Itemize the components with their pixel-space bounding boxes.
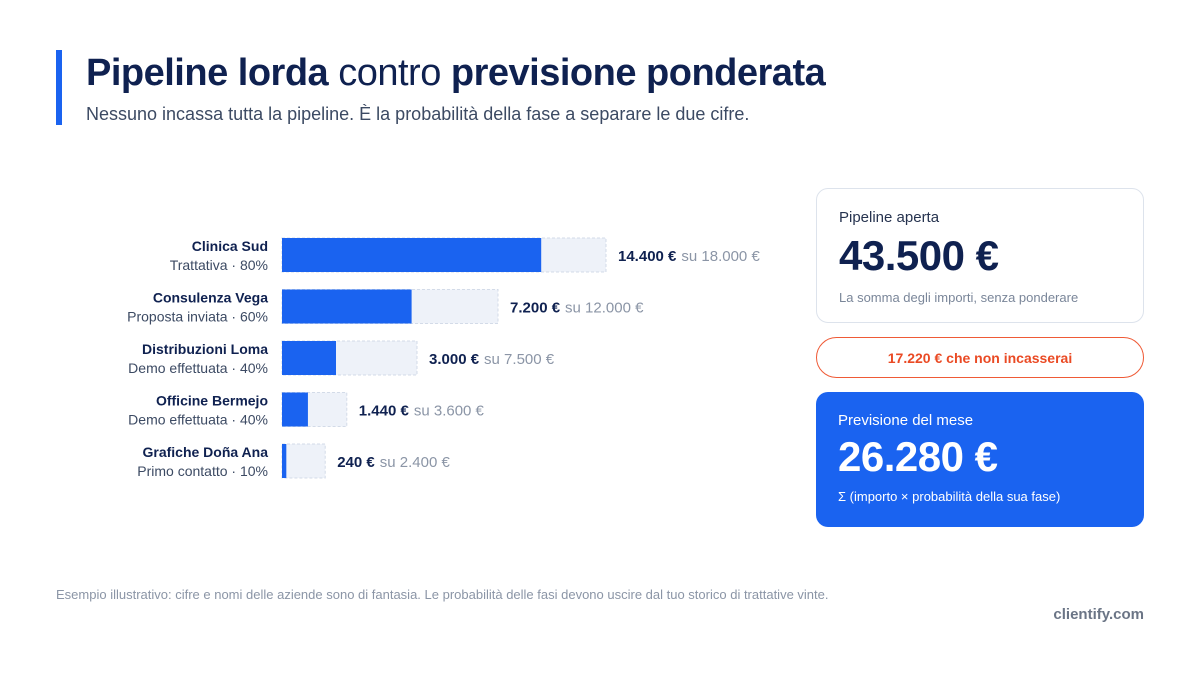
- weighted-bar: [282, 341, 336, 375]
- company-label: Clinica Sud: [192, 238, 268, 254]
- footnote: Esempio illustrativo: cifre e nomi delle…: [56, 587, 829, 602]
- open-pipeline-card: Pipeline aperta 43.500 € La somma degli …: [816, 188, 1144, 323]
- lost-amount-badge: 17.220 € che non incasserai: [816, 337, 1144, 378]
- stage-label: Demo effettuata · 40%: [128, 412, 268, 428]
- company-label: Consulenza Vega: [153, 290, 268, 306]
- weighted-value-label: 14.400 €: [618, 248, 677, 265]
- total-value-label: su 2.400 €: [380, 454, 451, 471]
- brand-link[interactable]: clientify.com: [1053, 606, 1144, 623]
- company-label: Grafiche Doña Ana: [142, 444, 268, 460]
- weighted-bar: [282, 238, 542, 272]
- value-label: 1.440 € su 3.600 €: [359, 403, 485, 420]
- value-label: 3.000 € su 7.500 €: [429, 351, 555, 368]
- weighted-bar: [282, 444, 287, 478]
- forecast-value: 26.280 €: [838, 433, 998, 480]
- page-subtitle: Nessuno incassa tutta la pipeline. È la …: [86, 104, 750, 124]
- title-block: Pipeline lorda contro previsione pondera…: [56, 50, 826, 125]
- company-label: Distribuzioni Loma: [142, 341, 268, 357]
- title-strong-2: previsione ponderata: [450, 52, 826, 94]
- total-value-label: su 3.600 €: [414, 403, 485, 420]
- value-label: 240 € su 2.400 €: [337, 454, 450, 471]
- stage-label: Primo contatto · 10%: [137, 463, 268, 479]
- stage-label: Proposta inviata · 60%: [127, 309, 268, 325]
- title-strong-1: Pipeline lorda: [86, 52, 329, 94]
- forecast-note: Σ (importo × probabilità della sua fase): [838, 489, 1061, 504]
- weighted-value-label: 3.000 €: [429, 351, 480, 368]
- forecast-card: Previsione del mese 26.280 € Σ (importo …: [816, 392, 1144, 527]
- title-connector: contro: [328, 52, 451, 94]
- total-value-label: su 12.000 €: [565, 300, 644, 317]
- open-pipeline-label: Pipeline aperta: [839, 209, 940, 226]
- pipeline-bar-chart: Clinica Sud Trattativa · 80% 14.400 € su 18…: [127, 237, 760, 479]
- company-label: Officine Bermejo: [156, 393, 268, 409]
- weighted-value-label: 7.200 €: [510, 300, 561, 317]
- total-value-label: su 7.500 €: [484, 351, 555, 368]
- page-title: Pipeline lorda contro previsione pondera…: [86, 50, 826, 96]
- total-track: [281, 443, 326, 479]
- open-pipeline-note: La somma degli importi, senza ponderare: [839, 290, 1079, 305]
- stage-label: Trattativa · 80%: [170, 257, 268, 273]
- weighted-value-label: 240 €: [337, 454, 375, 471]
- forecast-label: Previsione del mese: [838, 412, 974, 429]
- total-value-label: su 18.000 €: [681, 248, 760, 265]
- open-pipeline-value: 43.500 €: [839, 232, 999, 279]
- weighted-bar: [282, 392, 308, 427]
- weighted-bar: [282, 289, 412, 324]
- value-label: 7.200 € su 12.000 €: [510, 300, 644, 317]
- value-label: 14.400 € su 18.000 €: [618, 248, 760, 265]
- weighted-value-label: 1.440 €: [359, 403, 410, 420]
- stage-label: Demo effettuata · 40%: [128, 360, 268, 376]
